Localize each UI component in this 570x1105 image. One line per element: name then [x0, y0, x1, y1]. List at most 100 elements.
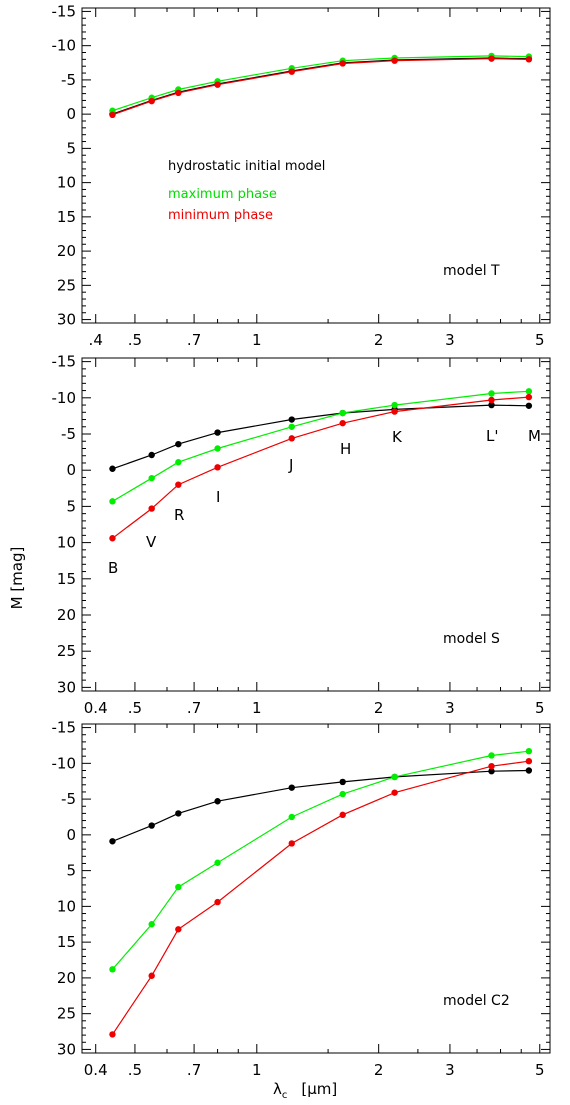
y-tick-label-model-c2: 20 — [57, 969, 76, 987]
data-point-minimum-phase-model-s — [391, 408, 398, 415]
data-point-minimum-phase-model-s — [109, 535, 116, 542]
data-point-maximum-phase-model-c2 — [148, 921, 155, 928]
data-point-hydrostatic-model-s — [109, 465, 116, 472]
x-axis-label-unit: [μm] — [301, 1080, 337, 1098]
data-point-hydrostatic-model-s — [288, 416, 295, 423]
data-point-maximum-phase-model-s — [214, 445, 221, 452]
data-point-hydrostatic-model-c2 — [214, 798, 221, 805]
x-tick-label-model-c2: .5 — [128, 1061, 142, 1079]
band-label-k: K — [392, 428, 403, 446]
x-tick-label-model-s: .7 — [187, 699, 201, 717]
data-point-maximum-phase-model-s — [339, 409, 346, 417]
data-point-maximum-phase-model-s — [525, 388, 533, 395]
data-point-maximum-phase-model-c2 — [391, 773, 398, 781]
x-tick-label-model-t: 3 — [445, 331, 455, 349]
data-point-minimum-phase-model-t — [214, 81, 221, 88]
x-tick-label-model-c2: 3 — [445, 1061, 455, 1079]
data-point-minimum-phase-model-c2 — [488, 762, 495, 770]
data-point-maximum-phase-model-c2 — [175, 883, 182, 891]
plot-frame-model-c2 — [81, 723, 551, 1054]
data-point-maximum-phase-model-s — [148, 474, 155, 482]
data-point-hydrostatic-model-c2 — [339, 778, 346, 786]
data-point-minimum-phase-model-t — [391, 57, 398, 64]
series-line-maximum-phase-model-s — [112, 390, 529, 502]
panel-label-model-s: model S — [443, 631, 500, 647]
x-axis-label-symbol: λ — [273, 1080, 282, 1098]
panels: -15 -10 -5 0 5 10 15 20 25 3 0.4 .5 .7 1 2 3 5 model T -15… — [52, 2, 551, 1079]
x-tick-label-model-c2: 5 — [535, 1061, 545, 1079]
band-labels: B V R I J H K L' M — [108, 427, 541, 577]
y-tick-label-model-c2: 10 — [57, 897, 76, 915]
y-tick-label-model-c2: 25 — [57, 1005, 76, 1023]
data-point-minimum-phase-model-t — [525, 56, 533, 63]
x-tick-label-model-c2: 0.4 — [84, 1061, 108, 1079]
y-tick-label-model-c2: 30 — [57, 1040, 76, 1058]
plot-frame-model-s — [81, 357, 551, 692]
data-point-minimum-phase-model-t — [288, 68, 295, 75]
data-point-hydrostatic-model-c2 — [288, 784, 295, 791]
legend-entry-hydrostatic: hydrostatic initial model — [168, 159, 325, 174]
y-tick-label-model-t: 15 — [57, 208, 76, 226]
x-tick-label-model-t: 1 — [252, 331, 262, 349]
x-tick-label-model-c2: .7 — [187, 1061, 201, 1079]
panel-model-s: -15 -10 -5 0 5 10 15 20 25 30 0.4 .5 .7 1 2 3 5 model S — [52, 353, 551, 717]
y-tick-label-model-s: 0 — [66, 461, 76, 479]
data-point-minimum-phase-model-t — [175, 89, 182, 97]
data-point-minimum-phase-model-c2 — [288, 840, 295, 847]
panel-label-model-t: model T — [443, 263, 500, 279]
data-point-minimum-phase-model-c2 — [175, 926, 182, 933]
legend-entry-minimum-phase: minimum phase — [168, 208, 273, 223]
y-tick-label-model-t: -5 — [61, 71, 76, 89]
y-tick-label-model-s: 30 — [57, 678, 76, 696]
band-label-j: J — [288, 456, 293, 474]
data-point-hydrostatic-model-s — [488, 401, 495, 409]
data-point-maximum-phase-model-c2 — [525, 747, 533, 755]
data-point-maximum-phase-model-s — [109, 498, 116, 505]
y-tick-label-model-t: -15 — [52, 2, 77, 20]
x-axis-label-subscript: c — [282, 1090, 288, 1101]
data-point-minimum-phase-model-c2 — [339, 811, 346, 819]
data-point-hydrostatic-model-s — [148, 451, 155, 459]
data-point-hydrostatic-model-c2 — [148, 822, 155, 829]
data-point-hydrostatic-model-s — [214, 429, 221, 436]
x-tick-label-model-s: .5 — [128, 699, 142, 717]
data-point-maximum-phase-model-s — [488, 390, 495, 397]
x-tick-label-model-t: .7 — [187, 331, 201, 349]
y-tick-label-model-t: 30 — [57, 311, 76, 329]
y-tick-label-model-t: 5 — [66, 139, 76, 157]
y-tick-label-model-s: 10 — [57, 534, 76, 552]
plot-frame-model-t — [81, 7, 551, 324]
data-point-hydrostatic-model-c2 — [175, 810, 182, 817]
band-label-h: H — [340, 440, 351, 458]
series-line-maximum-phase-model-t — [112, 55, 529, 112]
data-point-maximum-phase-model-c2 — [214, 859, 221, 866]
x-axis-label: λc [μm] — [273, 1080, 337, 1101]
x-tick-label-model-s: 5 — [535, 699, 545, 717]
y-tick-label-model-c2: -5 — [61, 790, 76, 808]
data-point-maximum-phase-model-s — [288, 423, 295, 430]
data-point-minimum-phase-model-c2 — [525, 757, 533, 765]
y-tick-label-model-c2: -10 — [52, 754, 77, 772]
data-point-maximum-phase-model-c2 — [109, 966, 116, 973]
data-point-minimum-phase-model-s — [288, 435, 295, 442]
data-point-minimum-phase-model-s — [148, 505, 155, 512]
panel-model-c2: -15 -10 -5 0 5 10 15 20 25 30 0.4 .5 .7 1 2 3 5 model C2 — [52, 719, 551, 1079]
x-tick-label-model-c2: 2 — [374, 1061, 384, 1079]
data-point-hydrostatic-model-c2 — [488, 768, 495, 775]
y-tick-label-model-c2: -15 — [52, 719, 77, 737]
series-line-hydrostatic-model-t — [112, 57, 529, 115]
y-tick-label-model-s: -5 — [61, 425, 76, 443]
band-label-b: B — [108, 559, 118, 577]
data-point-minimum-phase-model-t — [109, 111, 116, 119]
band-label-v: V — [146, 533, 157, 551]
y-tick-label-model-c2: 0 — [66, 826, 76, 844]
y-tick-label-model-t: 20 — [57, 242, 76, 260]
data-point-hydrostatic-model-c2 — [525, 767, 533, 774]
x-tick-label-model-s: 0.4 — [84, 699, 108, 717]
y-tick-label-model-s: 5 — [66, 497, 76, 515]
panel-label-model-c2: model C2 — [443, 993, 510, 1009]
y-tick-label-model-s: -10 — [52, 389, 77, 407]
y-axis-label: M [mag] — [8, 547, 26, 610]
data-point-minimum-phase-model-c2 — [391, 789, 398, 796]
